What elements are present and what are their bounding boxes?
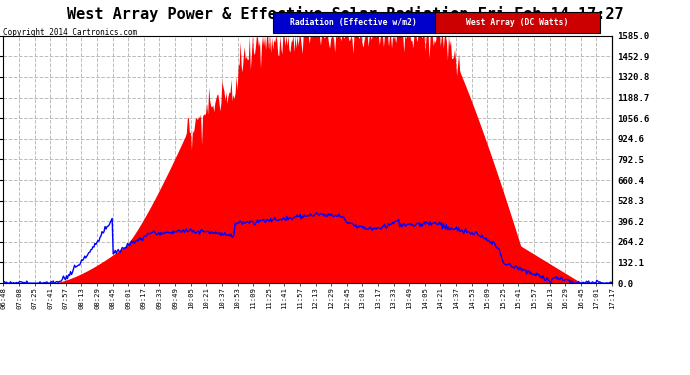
Text: West Array Power & Effective Solar Radiation Fri Feb 14 17:27: West Array Power & Effective Solar Radia…	[67, 6, 623, 22]
Text: Copyright 2014 Cartronics.com: Copyright 2014 Cartronics.com	[3, 28, 137, 37]
Text: Radiation (Effective w/m2): Radiation (Effective w/m2)	[290, 18, 417, 27]
Text: West Array (DC Watts): West Array (DC Watts)	[466, 18, 569, 27]
